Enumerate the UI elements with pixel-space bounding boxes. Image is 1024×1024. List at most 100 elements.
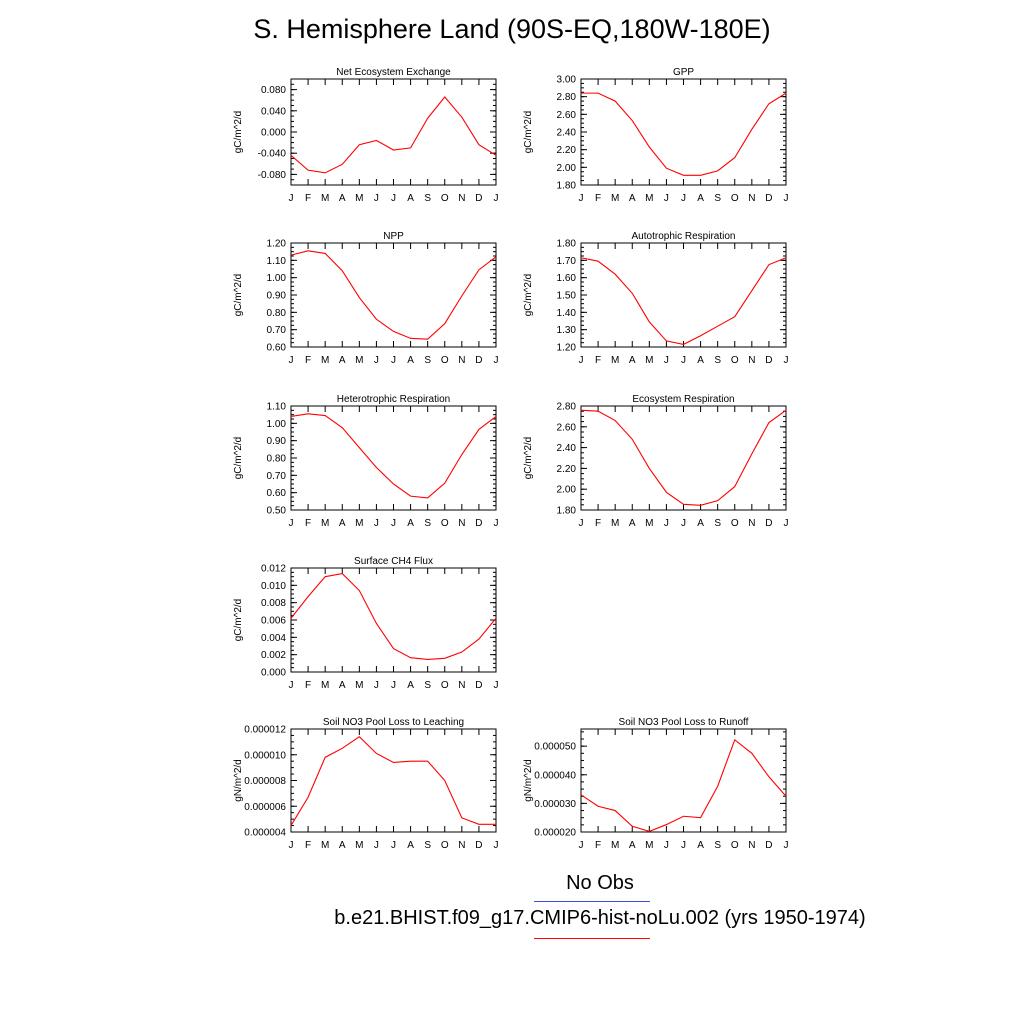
y-tick-label: 2.40 [557,128,577,139]
x-tick-label: J [391,518,396,529]
y-tick-label: 1.00 [267,273,287,284]
x-tick-label: N [748,355,755,366]
panel-title: Autotrophic Respiration [632,231,736,242]
y-tick-label: 1.30 [557,325,577,336]
x-tick-label: M [321,355,329,366]
x-tick-label: F [305,680,311,691]
x-tick-label: A [407,518,414,529]
x-tick-label: O [441,193,449,204]
x-tick-label: J [374,193,379,204]
x-tick-label: F [305,840,311,851]
x-tick-label: J [374,680,379,691]
x-tick-label: N [748,840,755,851]
x-tick-label: D [475,840,482,851]
y-tick-label: 1.70 [557,256,577,267]
y-tick-label: 0.000006 [244,802,286,813]
x-tick-label: D [475,355,482,366]
x-tick-label: A [697,193,704,204]
x-tick-label: J [374,355,379,366]
x-tick-label: F [305,193,311,204]
legend-obs-line [534,901,650,902]
x-tick-label: F [595,518,601,529]
x-tick-label: J [494,355,499,366]
x-tick-label: J [664,840,669,851]
x-tick-label: A [697,518,704,529]
x-tick-label: J [681,193,686,204]
x-tick-label: J [494,193,499,204]
x-tick-label: M [321,518,329,529]
y-tick-label: 1.00 [267,419,287,430]
panel-frame [580,405,787,511]
series-line [580,738,787,833]
panel-title: Ecosystem Respiration [632,394,734,405]
y-tick-label: 1.20 [267,239,287,250]
x-tick-label: J [289,193,294,204]
x-tick-label: S [424,355,431,366]
x-tick-label: J [664,193,669,204]
series-line [290,250,497,340]
x-tick-label: M [611,518,619,529]
x-tick-label: J [494,840,499,851]
x-tick-label: F [595,355,601,366]
x-tick-label: J [391,355,396,366]
x-tick-label: D [765,193,772,204]
x-tick-label: A [629,193,636,204]
panel-title: GPP [673,67,694,78]
x-tick-label: F [305,518,311,529]
y-tick-label: 1.60 [557,273,577,284]
y-tick-label: 0.000030 [534,799,576,810]
y-tick-label: -0.080 [258,170,287,181]
x-tick-label: N [748,518,755,529]
x-tick-label: A [629,518,636,529]
x-tick-label: M [645,193,653,204]
panel-title: Surface CH4 Flux [354,556,433,567]
x-tick-label: M [611,840,619,851]
x-tick-label: S [424,840,431,851]
x-tick-label: J [494,518,499,529]
y-tick-label: 0.000008 [244,776,286,787]
y-tick-label: 1.40 [557,308,577,319]
y-tick-label: 2.80 [557,92,577,103]
y-tick-label: 1.80 [557,239,577,250]
legend-case-line [534,938,650,939]
x-tick-label: J [664,355,669,366]
x-tick-label: D [475,518,482,529]
y-tick-label: 2.00 [557,485,577,496]
x-tick-label: F [595,193,601,204]
x-tick-label: J [374,518,379,529]
y-tick-label: 0.000040 [534,770,576,781]
x-tick-label: J [374,840,379,851]
x-tick-label: J [784,193,789,204]
x-tick-label: M [321,840,329,851]
y-tick-label: 1.10 [267,402,287,413]
x-tick-label: O [731,355,739,366]
panel-frame [580,242,787,348]
x-tick-label: A [339,193,346,204]
y-tick-label: 0.002 [261,650,286,661]
panel-title: Soil NO3 Pool Loss to Runoff [619,717,749,728]
y-tick-label: 2.60 [557,422,577,433]
y-tick-label: 3.00 [557,75,577,86]
series-line [290,96,497,174]
x-tick-label: A [697,840,704,851]
x-tick-label: M [611,193,619,204]
series-line [581,92,787,176]
legend-case-label: b.e21.BHIST.f09_g17.CMIP6-hist-noLu.002 … [334,907,866,929]
x-tick-label: D [475,193,482,204]
x-tick-label: A [407,193,414,204]
x-tick-label: J [681,840,686,851]
y-tick-label: 0.80 [267,308,287,319]
x-tick-label: S [714,840,721,851]
x-tick-label: J [494,680,499,691]
x-tick-label: M [355,518,363,529]
x-tick-label: A [629,840,636,851]
x-tick-label: M [355,680,363,691]
y-tick-label: 1.80 [557,181,577,192]
x-tick-label: M [645,518,653,529]
x-tick-label: O [441,518,449,529]
x-tick-label: J [289,518,294,529]
y-tick-label: 0.012 [261,564,286,575]
x-tick-label: F [595,840,601,851]
x-tick-label: S [714,518,721,529]
x-tick-label: D [765,355,772,366]
